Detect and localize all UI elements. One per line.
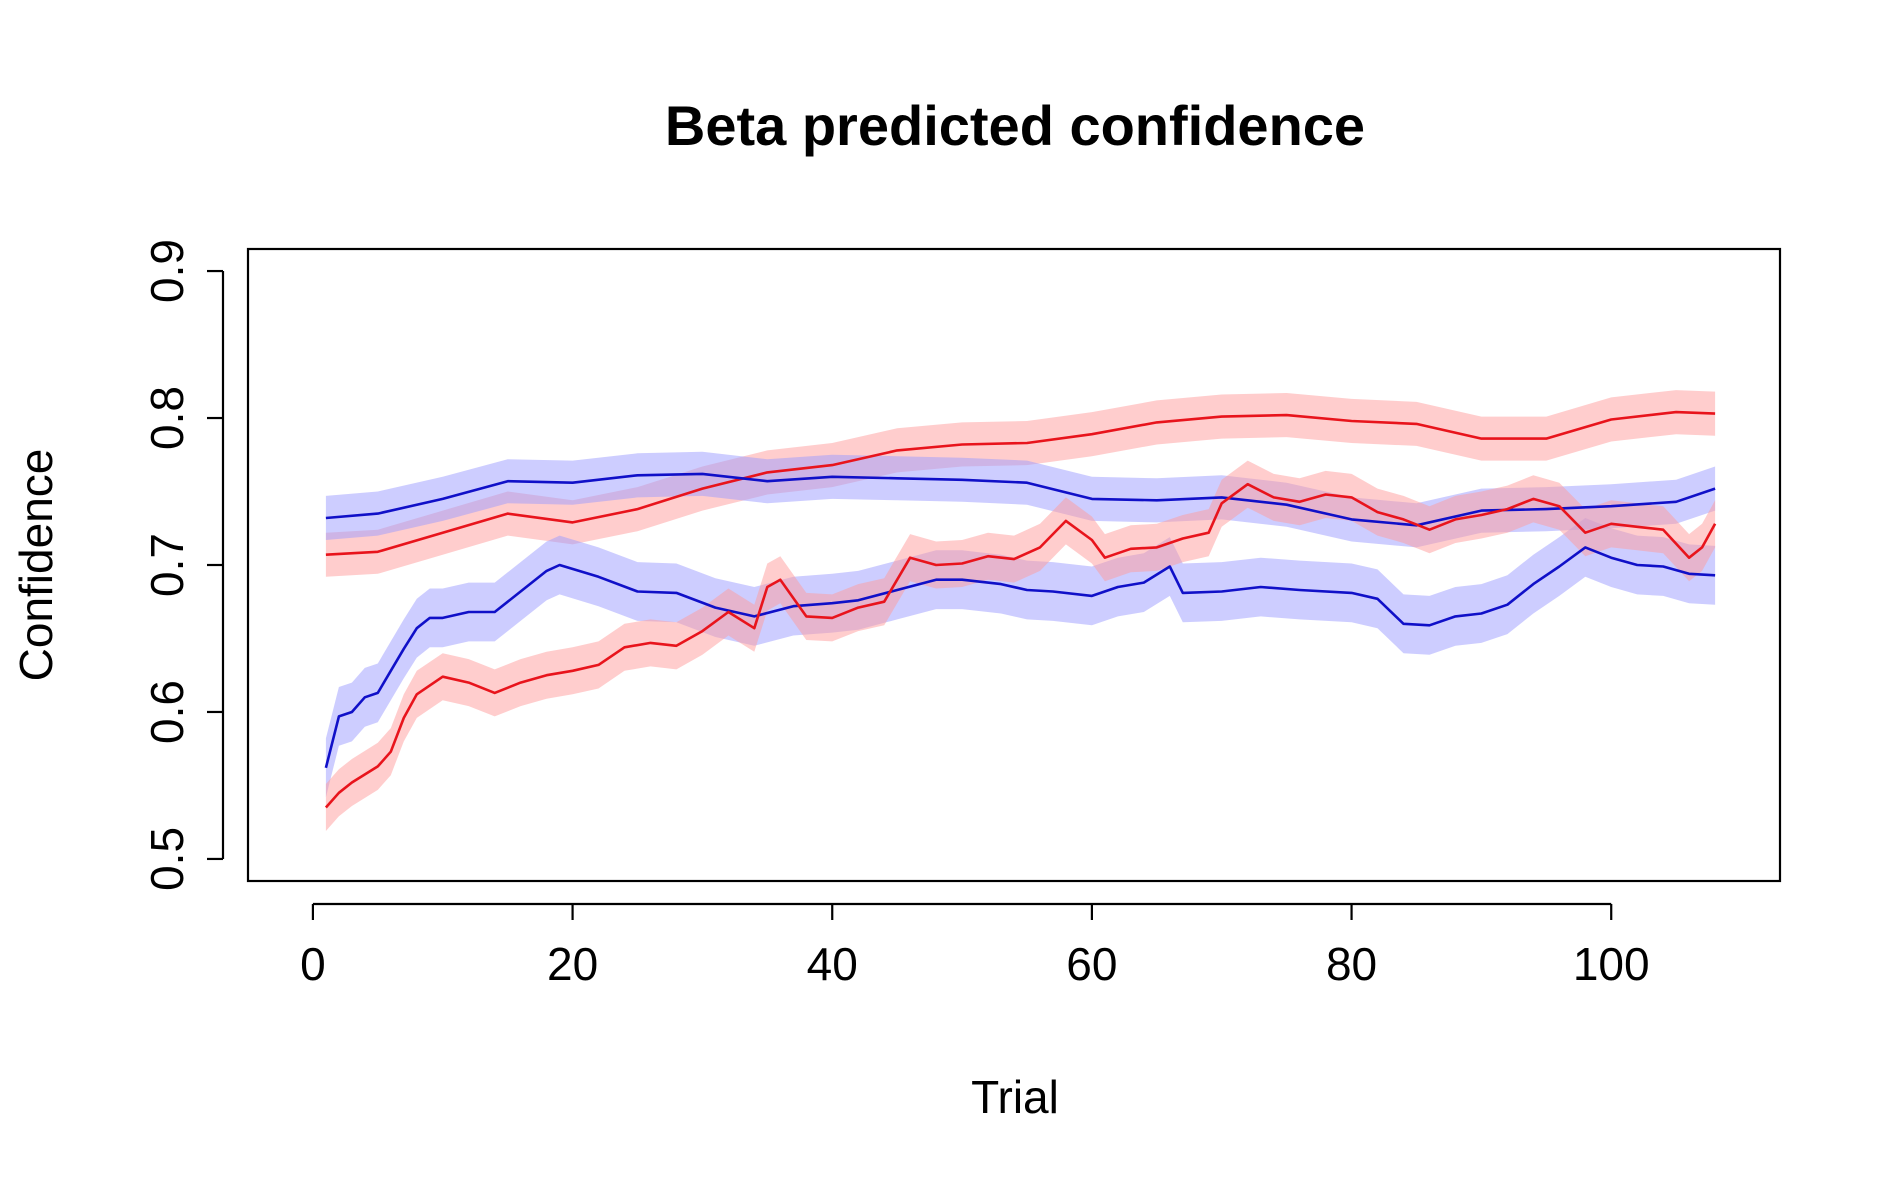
series-lines [324, 410, 1717, 809]
y-tick-label: 0.9 [141, 239, 193, 303]
y-tick-label: 0.6 [141, 680, 193, 744]
series-4-band [325, 460, 1716, 831]
series-4-line [324, 482, 1717, 809]
y-tick-label: 0.5 [141, 827, 193, 891]
y-tick-label: 0.8 [141, 386, 193, 450]
x-tick-label: 40 [807, 938, 858, 990]
confidence-bands [325, 390, 1716, 831]
x-tick-label: 100 [1573, 938, 1650, 990]
x-tick-label: 0 [300, 938, 326, 990]
plot-frame [246, 247, 1782, 883]
y-tick-label: 0.7 [141, 533, 193, 597]
x-tick-label: 80 [1326, 938, 1377, 990]
series-1-band [325, 390, 1716, 577]
x-tick-label: 20 [547, 938, 598, 990]
chart-title: Beta predicted confidence [665, 94, 1365, 157]
x-axis-label: Trial [971, 1071, 1059, 1123]
series-1-line [325, 410, 1716, 556]
x-tick-label: 60 [1066, 938, 1117, 990]
y-axis-label: Confidence [10, 449, 62, 682]
series-3-band [325, 518, 1716, 798]
x-axis: 0 20 40 60 80 100 [300, 902, 1650, 990]
y-axis: 0.5 0.6 0.7 0.8 0.9 [141, 239, 225, 891]
series-3-line [324, 546, 1716, 769]
